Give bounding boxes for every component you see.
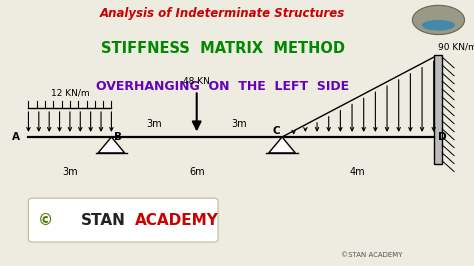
Text: STIFFNESS  MATRIX  METHOD: STIFFNESS MATRIX METHOD (101, 41, 345, 56)
Text: A: A (12, 132, 20, 142)
Text: C: C (272, 126, 280, 136)
Polygon shape (269, 137, 295, 153)
Text: 4m: 4m (350, 167, 365, 177)
Text: Analysis of Indeterminate Structures: Analysis of Indeterminate Structures (100, 7, 346, 20)
Text: 3m: 3m (63, 167, 78, 177)
Text: 6m: 6m (189, 167, 204, 177)
Ellipse shape (422, 20, 455, 31)
Circle shape (412, 5, 465, 35)
Text: 12 KN/m: 12 KN/m (51, 88, 89, 97)
Polygon shape (98, 137, 125, 153)
Text: 90 KN/m: 90 KN/m (438, 43, 474, 52)
Text: D: D (438, 132, 446, 142)
Text: ©STAN ACADEMY: ©STAN ACADEMY (341, 252, 403, 258)
Text: ©: © (37, 213, 53, 228)
Text: 3m: 3m (146, 119, 162, 129)
Text: OVERHANGING  ON  THE  LEFT  SIDE: OVERHANGING ON THE LEFT SIDE (96, 80, 349, 93)
FancyBboxPatch shape (28, 198, 218, 242)
Text: STAN: STAN (81, 213, 126, 228)
Text: 48 KN: 48 KN (183, 77, 210, 86)
Text: 3m: 3m (232, 119, 247, 129)
Text: ACADEMY: ACADEMY (135, 213, 219, 228)
Polygon shape (434, 55, 442, 164)
Text: B: B (114, 132, 122, 142)
